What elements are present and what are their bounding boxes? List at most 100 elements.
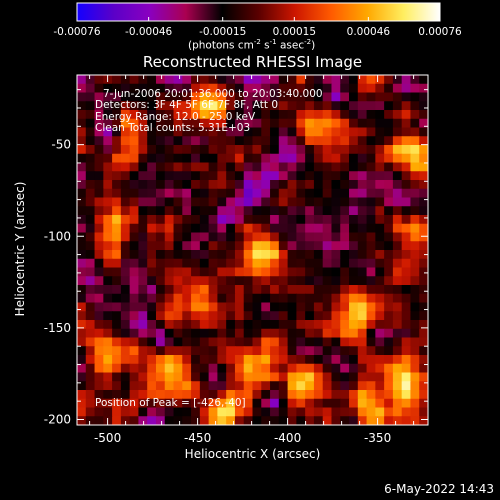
heatmap-pixel	[340, 258, 350, 269]
heatmap-pixel	[401, 232, 412, 242]
heatmap-pixel	[243, 232, 254, 242]
heatmap-pixel	[138, 346, 148, 356]
heatmap-pixel	[384, 101, 394, 111]
heatmap-pixel	[147, 206, 157, 216]
heatmap-pixel	[129, 337, 140, 347]
heatmap-pixel	[331, 390, 341, 400]
heatmap-pixel	[261, 372, 271, 382]
heatmap-pixel	[270, 276, 280, 286]
heatmap-pixel	[410, 197, 420, 207]
heatmap-pixel	[226, 136, 236, 146]
heatmap-pixel	[278, 381, 289, 391]
heatmap-pixel	[234, 372, 245, 382]
heatmap-pixel	[252, 258, 262, 269]
heatmap-pixel	[208, 346, 219, 356]
heatmap-pixel	[120, 311, 131, 321]
heatmap-pixel	[199, 363, 210, 374]
heatmap-pixel	[322, 372, 333, 382]
heatmap-pixel	[112, 241, 122, 251]
heatmap-pixel	[384, 241, 394, 251]
heatmap-pixel	[155, 363, 166, 374]
heatmap-pixel	[164, 337, 175, 347]
heatmap-pixel	[243, 328, 254, 339]
heatmap-pixel	[375, 162, 385, 172]
heatmap-pixel	[287, 75, 297, 85]
heatmap-pixel	[147, 346, 157, 356]
heatmap-pixel	[129, 328, 140, 339]
heatmap-pixel	[278, 416, 289, 425]
heatmap-pixel	[331, 372, 341, 382]
heatmap-pixel	[270, 110, 280, 120]
heatmap-pixel	[419, 267, 428, 277]
heatmap-pixel	[191, 223, 201, 234]
heatmap-pixel	[147, 398, 157, 409]
heatmap-pixel	[384, 83, 394, 94]
heatmap-pixel	[392, 171, 403, 181]
heatmap-pixel	[384, 381, 394, 391]
heatmap-pixel	[305, 180, 315, 190]
heatmap-pixel	[103, 215, 113, 225]
heatmap-pixel	[313, 311, 324, 321]
heatmap-pixel	[138, 127, 148, 137]
heatmap-pixel	[199, 232, 210, 242]
heatmap-pixel	[138, 355, 148, 365]
heatmap-pixel	[287, 416, 297, 425]
heatmap-pixel	[384, 390, 394, 400]
heatmap-pixel	[199, 346, 210, 356]
heatmap-pixel	[164, 162, 175, 172]
heatmap-pixel	[112, 416, 122, 425]
heatmap-pixel	[384, 363, 394, 374]
heatmap-pixel	[261, 188, 271, 199]
heatmap-pixel	[270, 75, 280, 85]
heatmap-pixel	[392, 390, 403, 400]
heatmap-pixel	[208, 355, 219, 365]
heatmap-pixel	[322, 101, 333, 111]
annotation-clean-info: Clean Total counts: 5.31E+03	[95, 122, 251, 134]
heatmap-pixel	[226, 101, 236, 111]
heatmap-pixel	[182, 75, 192, 85]
heatmap-pixel	[322, 83, 333, 94]
heatmap-pixel	[243, 407, 254, 417]
heatmap-pixel	[252, 127, 262, 137]
heatmap-pixel	[401, 83, 412, 94]
heatmap-pixel	[129, 276, 140, 286]
heatmap-pixel	[129, 232, 140, 242]
heatmap-pixel	[313, 136, 324, 146]
heatmap-pixel	[208, 75, 219, 85]
heatmap-pixel	[147, 390, 157, 400]
heatmap-pixel	[217, 83, 227, 94]
heatmap-pixel	[226, 171, 236, 181]
heatmap-pixel	[287, 398, 297, 409]
heatmap-pixel	[384, 171, 394, 181]
heatmap-pixel	[199, 136, 210, 146]
heatmap-pixel	[155, 127, 166, 137]
heatmap-pixel	[199, 355, 210, 365]
heatmap-pixel	[226, 127, 236, 137]
heatmap-pixel	[331, 153, 341, 164]
heatmap-pixel	[120, 206, 131, 216]
heatmap-pixel	[366, 267, 376, 277]
heatmap-pixel	[261, 127, 271, 137]
heatmap-pixel	[270, 153, 280, 164]
heatmap-pixel	[410, 302, 420, 312]
heatmap-pixel	[129, 92, 140, 102]
heatmap-pixel	[103, 381, 113, 391]
heatmap-pixel	[191, 215, 201, 225]
heatmap-pixel	[129, 215, 140, 225]
heatmap-pixel	[85, 136, 96, 146]
heatmap-pixel	[384, 136, 394, 146]
heatmap-pixel	[243, 92, 254, 102]
heatmap-pixel	[313, 293, 324, 304]
heatmap-pixel	[375, 223, 385, 234]
heatmap-pixel	[208, 110, 219, 120]
heatmap-pixel	[226, 206, 236, 216]
heatmap-pixel	[392, 346, 403, 356]
heatmap-pixel	[261, 75, 271, 85]
heatmap-pixel	[340, 311, 350, 321]
heatmap-pixel	[375, 92, 385, 102]
heatmap-pixel	[296, 75, 306, 85]
heatmap-pixel	[384, 197, 394, 207]
heatmap-pixel	[173, 232, 183, 242]
heatmap-pixel	[112, 398, 122, 409]
heatmap-pixel	[138, 145, 148, 155]
